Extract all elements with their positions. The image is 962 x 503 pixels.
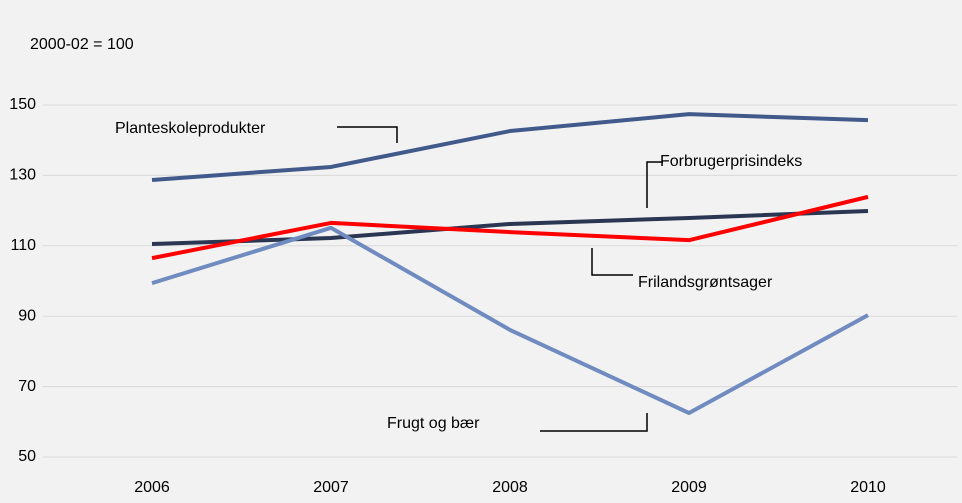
series-label: Frugt og bær [387,415,480,432]
leader-line [540,413,648,432]
x-tick-label: 2009 [671,479,707,496]
y-tick-label: 90 [18,307,36,324]
series-line [151,225,869,415]
series-label: Frilandsgrøntsager [638,274,773,291]
series-line [151,194,869,261]
series-line [151,112,869,182]
leader-line [591,248,633,276]
series-line [151,208,869,247]
x-tick-label: 2007 [313,479,349,496]
y-tick-label: 150 [9,96,36,113]
x-tick-label: 2010 [850,479,886,496]
y-axis-label: 2000-02 = 100 [30,36,134,53]
series-label: Planteskoleprodukter [115,120,266,137]
y-tick-label: 110 [10,237,36,254]
y-tick-label: 70 [18,378,36,395]
y-tick-label: 130 [9,167,36,184]
x-tick-label: 2006 [134,479,170,496]
leader-line [646,161,663,208]
series-label: Forbrugerprisindeks [660,153,802,170]
y-tick-label: 50 [18,448,36,465]
leader-line [337,126,398,143]
x-tick-label: 2008 [492,479,528,496]
